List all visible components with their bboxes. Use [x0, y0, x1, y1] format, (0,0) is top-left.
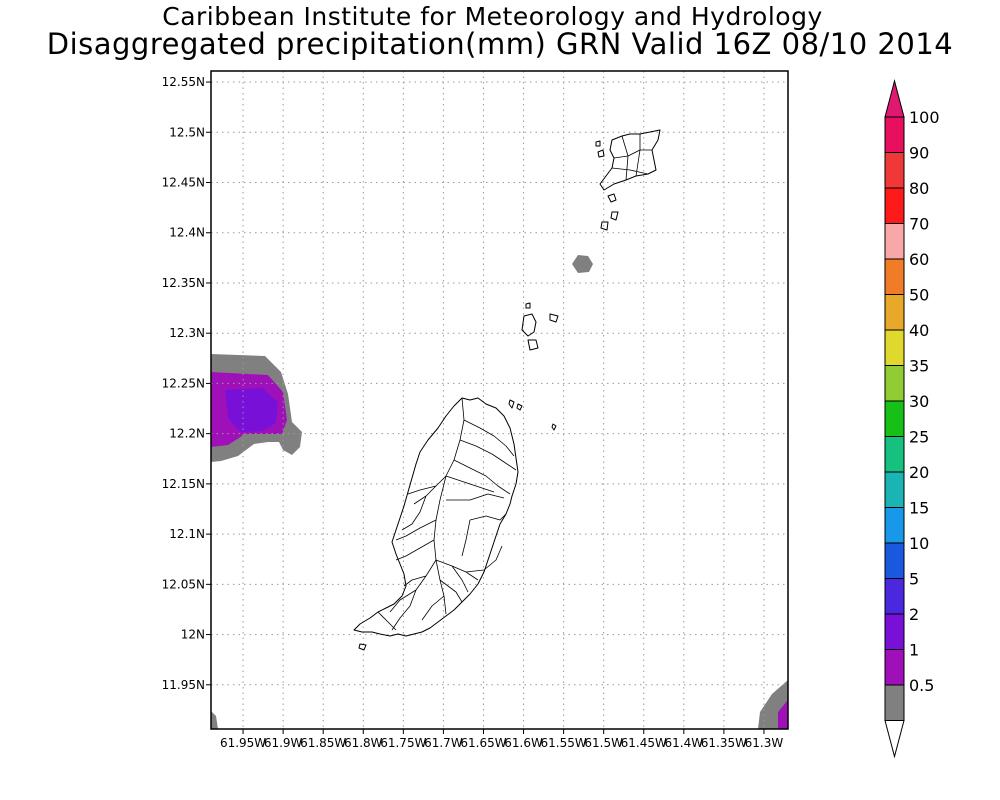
grenada-boundaries: [377, 397, 517, 631]
islet-6: [595, 140, 601, 147]
x-tick-label: 61.6W: [504, 736, 543, 750]
x-tick-label: 61.35W: [701, 736, 747, 750]
y-tick-label: 12.55N: [162, 75, 205, 89]
colorbar-label: 1: [909, 641, 919, 660]
x-tick-label: 61.5W: [584, 736, 623, 750]
precip-southwest-0.5-1: [211, 711, 218, 729]
colorbar-label: 60: [909, 250, 929, 269]
y-tick-label: 12.05N: [162, 577, 205, 591]
islet-10: [521, 313, 537, 337]
island-grenada: [353, 397, 519, 637]
colorbar: 100 90 80 70 60 50 40 35 30 25 20 15 10 5 2 1 0.5: [884, 79, 940, 759]
colorbar-bottom-cap: [884, 720, 905, 759]
colorbar-swatch: [884, 613, 905, 650]
chart-subtitle: Disaggregated precipitation(mm) GRN Vali…: [46, 27, 954, 61]
islet-13: [549, 313, 559, 323]
x-tick-label: 61.65W: [460, 736, 506, 750]
colorbar-label: 2: [909, 605, 919, 624]
y-tick-label: 12.4N: [169, 226, 205, 240]
x-tick-label: 61.8W: [344, 736, 383, 750]
colorbar-top-cap: [884, 79, 905, 118]
colorbar-swatch: [884, 365, 905, 402]
islet-7: [607, 193, 617, 203]
y-tick-label: 12.45N: [162, 176, 205, 190]
y-tick-label: 12.5N: [169, 125, 205, 139]
colorbar-label: 10: [909, 534, 929, 553]
colorbar-label: 5: [909, 570, 919, 589]
y-tick-label: 12.15N: [162, 477, 205, 491]
colorbar-swatch: [884, 152, 905, 189]
colorbar-label: 100: [909, 108, 940, 127]
x-tick-label: 61.75W: [380, 736, 426, 750]
colorbar-swatch: [884, 187, 905, 224]
colorbar-label: 90: [909, 144, 929, 163]
y-tick-label: 11.95N: [162, 678, 205, 692]
colorbar-swatch: [884, 507, 905, 544]
islet-1: [508, 399, 515, 409]
islet-9: [600, 221, 609, 231]
x-tick-label: 61.7W: [424, 736, 463, 750]
islet-8: [610, 211, 619, 221]
plot-area: [211, 71, 788, 729]
colorbar-swatch: [884, 223, 905, 260]
colorbar-label: 50: [909, 286, 929, 305]
colorbar-label: 80: [909, 179, 929, 198]
colorbar-label: 70: [909, 215, 929, 234]
colorbar-label: 0.5: [909, 676, 934, 695]
plot-frame: [210, 70, 789, 730]
y-tick-label: 12N: [181, 628, 205, 642]
colorbar-label: 20: [909, 463, 929, 482]
carriacou-boundaries: [611, 134, 652, 181]
colorbar-swatch: [884, 471, 905, 508]
colorbar-swatch: [884, 329, 905, 366]
precip-west-2-5: [225, 388, 278, 432]
x-tick-label: 61.85W: [300, 736, 346, 750]
x-tick-label: 61.55W: [541, 736, 587, 750]
colorbar-swatch: [884, 542, 905, 579]
x-tick-label: 61.4W: [665, 736, 704, 750]
islet-12: [527, 339, 539, 351]
colorbar-label: 40: [909, 321, 929, 340]
x-tick-label: 61.9W: [264, 736, 303, 750]
precipitation-field: [211, 255, 788, 729]
colorbar-label: 25: [909, 428, 929, 447]
islet-3: [551, 423, 557, 431]
y-tick-label: 12.2N: [169, 427, 205, 441]
islet-2: [516, 403, 523, 411]
colorbar-swatch: [884, 258, 905, 295]
colorbar-label: 15: [909, 499, 929, 518]
y-tick-label: 12.1N: [169, 527, 205, 541]
colorbar-label: 30: [909, 392, 929, 411]
islet-5: [597, 149, 605, 158]
x-axis: 61.95W61.9W61.85W61.8W61.75W61.7W61.65W6…: [220, 729, 783, 750]
colorbar-swatch: [884, 578, 905, 615]
islet-4: [358, 643, 367, 651]
x-tick-label: 61.95W: [220, 736, 266, 750]
y-tick-label: 12.35N: [162, 276, 205, 290]
islet-11: [525, 302, 531, 309]
colorbar-swatch: [884, 400, 905, 437]
chart-title: Caribbean Institute for Meteorology and …: [162, 2, 823, 31]
colorbar-swatch: [884, 294, 905, 331]
y-axis: 12.55N 12.5N 12.45N 12.4N 12.35N 12.3N 12.25N 1…: [162, 75, 211, 692]
x-tick-label: 61.3W: [745, 736, 784, 750]
colorbar-swatch: [884, 116, 905, 153]
colorbar-label: 35: [909, 357, 929, 376]
coastlines: [353, 129, 661, 651]
colorbar-swatch: [884, 436, 905, 473]
y-tick-label: 12.3N: [169, 326, 205, 340]
precip-southeast-1-2: [778, 700, 788, 729]
y-tick-label: 12.25N: [162, 376, 205, 390]
precip-isolated-cell: [572, 255, 593, 273]
colorbar-swatch: [884, 649, 905, 686]
colorbar-swatch: [884, 684, 905, 721]
x-tick-label: 61.45W: [621, 736, 667, 750]
